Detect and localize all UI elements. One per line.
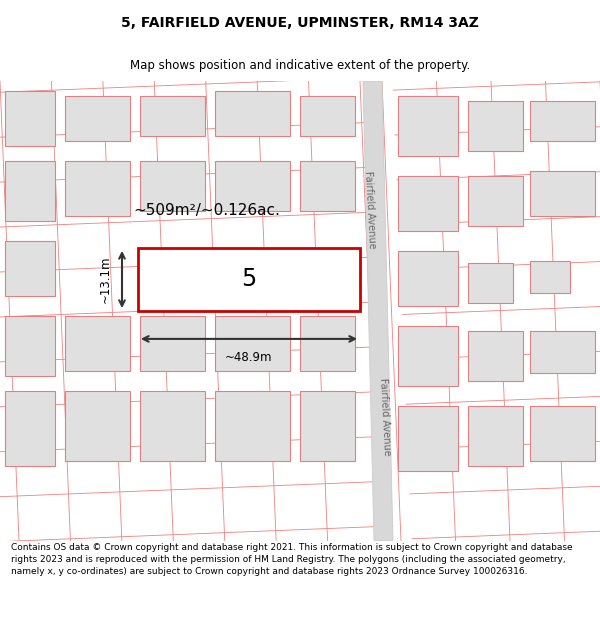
Bar [65,391,130,461]
Bar [530,171,595,216]
Bar [215,256,265,291]
Bar [468,176,523,226]
Bar [140,96,205,136]
Bar [300,256,345,291]
Bar [300,96,355,136]
Bar [530,406,595,461]
Bar [215,91,290,136]
Bar [65,161,130,216]
Bar [300,316,355,371]
Bar [138,248,360,311]
Bar [140,391,205,461]
Text: Fairfield Avenue: Fairfield Avenue [379,378,392,456]
Polygon shape [363,81,393,541]
Bar [5,391,55,466]
Bar [468,101,523,151]
Bar [5,316,55,376]
Bar [398,251,458,306]
Bar [530,331,595,373]
Bar [530,261,570,293]
Text: ~48.9m: ~48.9m [225,351,273,364]
Bar [140,316,205,371]
Bar [5,241,55,296]
Text: 5: 5 [241,268,257,291]
Text: ~13.1m: ~13.1m [99,256,112,303]
Bar [300,391,355,461]
Bar [215,316,290,371]
Bar [398,326,458,386]
Bar [140,161,205,211]
Bar [398,176,458,231]
Bar [5,161,55,221]
Bar [5,91,55,146]
Bar [468,331,523,381]
Text: 5, FAIRFIELD AVENUE, UPMINSTER, RM14 3AZ: 5, FAIRFIELD AVENUE, UPMINSTER, RM14 3AZ [121,16,479,30]
Bar [530,101,595,141]
Text: Fairfield Avenue: Fairfield Avenue [364,171,377,249]
Bar [140,256,185,291]
Text: Contains OS data © Crown copyright and database right 2021. This information is : Contains OS data © Crown copyright and d… [11,543,572,576]
Bar [468,263,513,303]
Text: ~509m²/~0.126ac.: ~509m²/~0.126ac. [133,203,280,218]
Bar [65,96,130,141]
Bar [468,406,523,466]
Bar [65,316,130,371]
Bar [398,96,458,156]
Bar [215,161,290,211]
Bar [300,161,355,211]
Bar [398,406,458,471]
Text: Map shows position and indicative extent of the property.: Map shows position and indicative extent… [130,59,470,71]
Bar [215,391,290,461]
